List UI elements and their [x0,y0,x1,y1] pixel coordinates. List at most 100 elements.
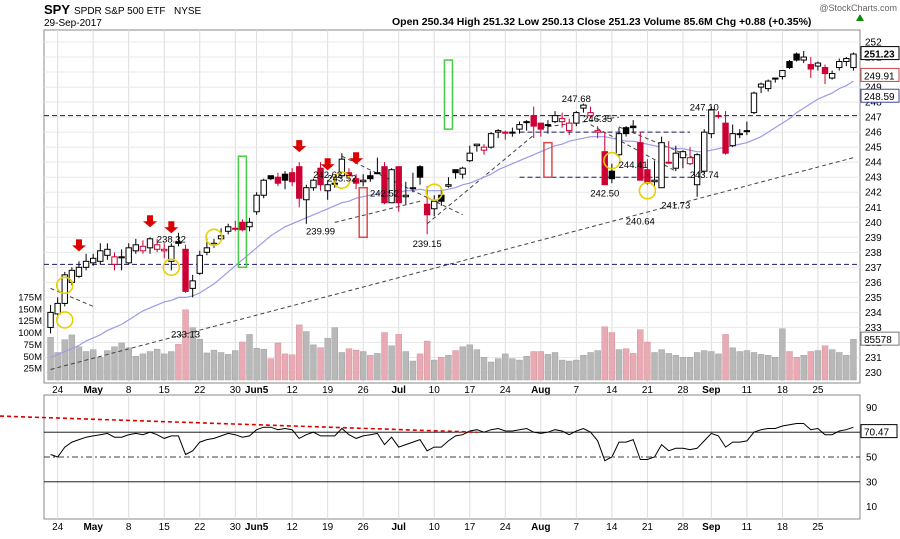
green-box [443,59,454,130]
price-tick-label: 230 [865,368,882,379]
volume-bar [331,327,338,381]
highlight-circle [55,276,74,295]
candle-body [793,53,800,61]
candle-body [807,64,815,70]
volume-bar [132,356,139,381]
volume-tick-label: 150M [18,304,42,315]
x-tick-label: 25 [812,385,824,396]
volume-bar [480,357,488,381]
candle-body [644,169,651,184]
value-tag [860,331,900,346]
candle-body [281,173,289,181]
up-triangle-icon [856,14,864,21]
volume-bar [658,349,665,381]
candle-body [452,169,459,174]
candle-body [701,131,708,172]
x-tick-label: 30 [230,522,242,533]
volume-bar [679,357,687,381]
candle-body [189,280,196,289]
volume-tick-label: 125M [18,316,42,327]
volume-bar [431,359,438,381]
volume-tick-label: 175M [18,292,42,303]
price-annotation: 233.13 [171,329,200,340]
volume-bar [409,360,417,381]
volume-bar [253,347,260,381]
rsi-tick-label: 30 [866,477,878,488]
trend-line [540,116,620,129]
price-tick-label: 233 [865,323,882,334]
volume-bar [89,349,97,381]
volume-bar [438,357,445,381]
candle-body [629,125,637,129]
green-box [237,155,248,269]
price-tick-label: 252 [865,38,882,49]
price-annotation: 239.99 [306,226,335,237]
candle-body [139,245,147,252]
volume-tick-label: 100M [18,328,42,339]
x-tick-label: 11 [742,522,753,533]
candle-body [494,130,502,133]
exchange: NYSE [174,6,202,17]
value-tag-label: 248.59 [864,92,895,103]
price-tick-label: 239 [865,233,882,244]
candle-body [615,133,623,156]
rsi-value-tag [860,424,898,439]
highlight-circle [162,258,181,277]
x-tick-label: 14 [606,385,618,396]
volume-bar [310,344,317,381]
x-tick-label: Aug [531,385,550,396]
volume-bar [374,353,381,381]
candle-body [111,256,118,265]
volume-bar [111,346,118,381]
candle-body [523,121,530,124]
volume-tick-label: 25M [24,364,43,375]
candle-body [828,73,836,79]
volume-bar [175,344,182,381]
x-tick-label: 22 [194,385,206,396]
volume-bar [693,352,701,381]
price-tick-label: 237 [865,263,882,274]
candle-body [502,131,509,134]
candle-body [814,62,822,67]
volume-bar [594,350,601,381]
volume-bar [736,351,743,381]
red-arrow-icon [320,158,335,171]
volume-bar [672,355,680,381]
volume-bar [82,351,90,381]
candle-body [566,122,573,132]
candle-body [686,157,694,165]
highlight-circle [638,181,657,200]
candle-body [487,133,495,148]
volume-bar [381,332,388,381]
volume-bar [807,351,815,381]
candle-body [118,256,125,259]
volume-bar [246,334,253,381]
candle-body [82,260,90,268]
candle-body [622,127,630,135]
x-tick-label: 24 [500,522,512,533]
volume-bar [644,341,651,381]
candle-body [551,115,559,123]
volume-bar [125,347,132,381]
trend-line [341,155,463,216]
candle-body [509,131,516,134]
candle-body [715,115,722,118]
volume-tick-label: 75M [24,340,43,351]
rsi-line [50,423,854,462]
volume-bar [466,344,473,381]
volume-bar [47,337,54,381]
candle-body [288,172,296,183]
x-tick-label: 7 [574,385,580,396]
candle-body [203,247,211,253]
volume-bar [537,351,545,381]
volume-bar [352,349,360,381]
candle-body [843,58,850,63]
candle-body [608,170,616,180]
volume-bar [61,339,68,381]
volume-bar [601,326,608,381]
moving-average-line [50,80,854,359]
volume-tick-label: 50M [24,352,43,363]
candle-body [651,179,658,183]
volume-bar [139,353,147,381]
x-tick-label: 21 [642,522,654,533]
